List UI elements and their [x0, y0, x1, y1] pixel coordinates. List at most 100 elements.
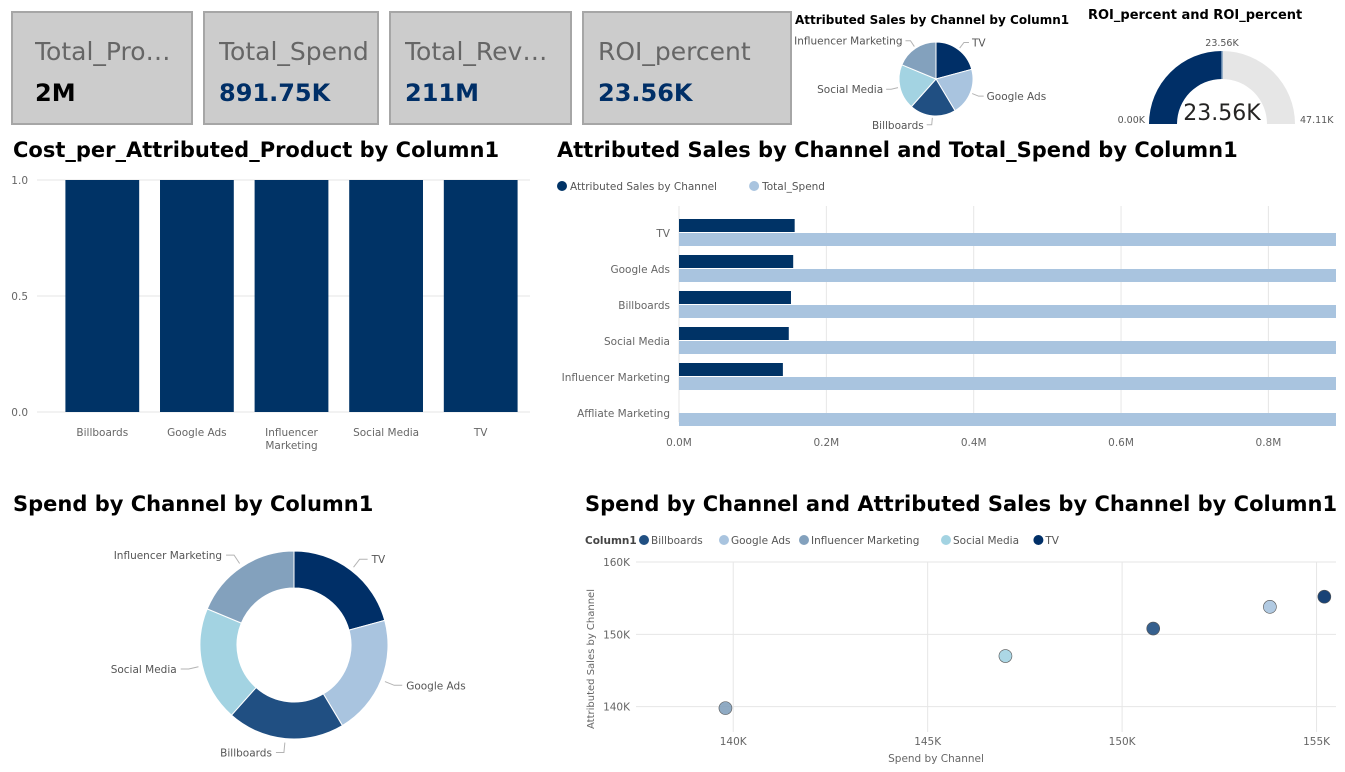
cost-bar-title: Cost_per_Attributed_Product by Column1 — [13, 138, 500, 162]
gauge-target-label: 23.56K — [1205, 38, 1239, 49]
small-pie-leader-line — [959, 41, 969, 49]
cost-bar-tv[interactable] — [443, 180, 518, 412]
hbar-bar-spend-billboards[interactable] — [679, 305, 1336, 318]
hbar-x-tick: 0.8M — [1256, 437, 1282, 449]
donut-leader-line — [353, 558, 368, 568]
cost-bar-social-media[interactable] — [349, 180, 423, 412]
scatter-legend-label[interactable]: Billboards — [651, 535, 703, 547]
hbar-x-tick: 0.0M — [666, 437, 692, 449]
scatter-legend-title: Column1 — [585, 535, 637, 547]
hbar-x-tick: 0.2M — [813, 437, 839, 449]
cost-bar-billboards[interactable] — [65, 180, 140, 412]
kpi-value: 891.75K — [219, 79, 331, 107]
scatter-chart[interactable]: Column1 Billboards Google Ads Influencer Ma… — [580, 528, 1340, 768]
hbar-y-tick: TV — [655, 228, 670, 240]
small-pie-leader-line — [926, 117, 933, 126]
cost-bar-influencer-marketing[interactable] — [254, 180, 329, 412]
cost-bar-y-tick: 0.0 — [11, 407, 28, 419]
scatter-x-tick: 155K — [1303, 736, 1331, 748]
hbar-bar-attributed-billboards[interactable] — [679, 291, 791, 304]
gauge-value-label: 23.56K — [1183, 101, 1261, 126]
hbar-y-tick: Affliate Marketing — [577, 408, 670, 420]
hbar-y-tick: Social Media — [604, 336, 670, 348]
donut-chart[interactable]: TV Google Ads Billboards Social Media Influe… — [80, 540, 500, 765]
scatter-x-tick: 150K — [1109, 736, 1137, 748]
scatter-legend-marker — [941, 535, 951, 545]
cost-bar-y-tick: 0.5 — [11, 291, 28, 303]
donut-label: Social Media — [111, 664, 177, 676]
hbar-bar-spend-affliate-marketing[interactable] — [679, 413, 1336, 426]
cost-bar-y-tick: 1.0 — [11, 175, 28, 187]
scatter-x-tick: 145K — [914, 736, 942, 748]
scatter-legend-marker — [799, 535, 809, 545]
scatter-point-tv[interactable] — [1317, 589, 1332, 604]
scatter-point-google-ads[interactable] — [1263, 600, 1277, 614]
small-pie-slice-billboards[interactable] — [910, 78, 956, 117]
hbar-bar-spend-influencer-marketing[interactable] — [679, 377, 1336, 390]
cost-bar-google-ads[interactable] — [160, 180, 234, 412]
donut-leader-line — [226, 554, 241, 564]
cost-bar-x-tick: Social Media — [353, 427, 419, 439]
kpi-card-total-revenue[interactable]: Total_Reven… 211M — [389, 11, 572, 125]
small-pie-leader-line — [886, 87, 899, 90]
donut-leader-line — [275, 742, 286, 754]
hbar-bar-spend-google-ads[interactable] — [679, 269, 1336, 282]
donut-leader-line — [180, 666, 199, 670]
small-pie-slice-influencer-marketing[interactable] — [901, 41, 937, 80]
kpi-label: Total_Reven… — [405, 37, 562, 66]
hbar-y-tick: Influencer Marketing — [562, 372, 670, 384]
scatter-legend-label[interactable]: Influencer Marketing — [811, 535, 919, 547]
gauge-max-label: 47.11K — [1300, 115, 1334, 126]
small-pie-label: Google Ads — [987, 91, 1047, 103]
hbar-x-tick: 0.4M — [961, 437, 987, 449]
gauge-min-label: 0.00K — [1118, 115, 1146, 126]
kpi-value: 23.56K — [598, 79, 693, 107]
scatter-point-influencer-marketing[interactable] — [718, 701, 733, 715]
hbar-bar-attributed-tv[interactable] — [679, 219, 795, 232]
small-pie-label: Billboards — [872, 120, 924, 132]
hbar-legend-marker — [749, 181, 760, 191]
scatter-legend-label[interactable]: Social Media — [953, 535, 1019, 547]
donut-label: Billboards — [220, 748, 272, 760]
kpi-value: 211M — [405, 79, 479, 107]
small-pie-slice-tv[interactable] — [935, 41, 973, 80]
kpi-card-roi-percent[interactable]: ROI_percent 23.56K — [582, 11, 792, 125]
scatter-y-tick: 140K — [603, 702, 631, 714]
small-pie-slice-google-ads[interactable] — [935, 68, 974, 112]
hbar-y-tick: Billboards — [618, 300, 670, 312]
cost-bar-x-tick: TV — [473, 427, 488, 439]
hbar-bar-attributed-influencer-marketing[interactable] — [679, 363, 783, 376]
roi-gauge[interactable]: 23.56K 0.00K 47.11K 23.56K — [1110, 30, 1335, 130]
scatter-x-tick: 140K — [720, 736, 748, 748]
kpi-label: Total_Spend — [219, 37, 369, 66]
hbar-bar-spend-social-media[interactable] — [679, 341, 1336, 354]
small-pie-leader-line — [971, 93, 984, 97]
scatter-legend-marker — [1033, 535, 1044, 545]
small-pie-label: Influencer Marketing — [794, 36, 902, 48]
hbar-legend-label[interactable]: Total_Spend — [761, 181, 825, 193]
hbar-title: Attributed Sales by Channel and Total_Sp… — [557, 138, 1238, 162]
hbar-bar-attributed-social-media[interactable] — [679, 327, 789, 340]
small-pie-chart[interactable]: TV Google Ads Billboards Social Media Influe… — [794, 30, 1075, 132]
donut-slice-influencer-marketing[interactable] — [206, 550, 295, 624]
cost-bar-chart[interactable]: 0.0 0.5 1.0 Billboards Google Ads Influencer M… — [0, 170, 540, 460]
gauge-title: ROI_percent and ROI_percent — [1088, 8, 1303, 23]
hbar-legend-label[interactable]: Attributed Sales by Channel — [570, 181, 717, 193]
scatter-y-tick: 150K — [603, 629, 631, 641]
donut-label: Influencer Marketing — [114, 550, 222, 562]
kpi-card-total-products[interactable]: Total_Produ… 2M — [11, 11, 193, 125]
scatter-legend-label[interactable]: Google Ads — [731, 535, 791, 547]
scatter-x-axis-label: Spend by Channel — [888, 753, 984, 765]
scatter-legend-label[interactable]: TV — [1044, 535, 1059, 547]
hbar-bar-attributed-google-ads[interactable] — [679, 255, 794, 268]
gauge-fill[interactable] — [1149, 51, 1223, 125]
scatter-point-social-media[interactable] — [998, 649, 1013, 663]
cost-bar-x-tick: Billboards — [76, 427, 128, 439]
scatter-point-billboards[interactable] — [1146, 621, 1161, 636]
small-pie-label: Social Media — [817, 84, 883, 96]
hbar-chart[interactable]: Attributed Sales by Channel Total_Spend 0.… — [550, 174, 1345, 456]
kpi-card-total-spend[interactable]: Total_Spend 891.75K — [203, 11, 379, 125]
hbar-bar-spend-tv[interactable] — [679, 233, 1336, 246]
scatter-legend-marker — [639, 535, 649, 545]
hbar-x-tick: 0.6M — [1108, 437, 1134, 449]
